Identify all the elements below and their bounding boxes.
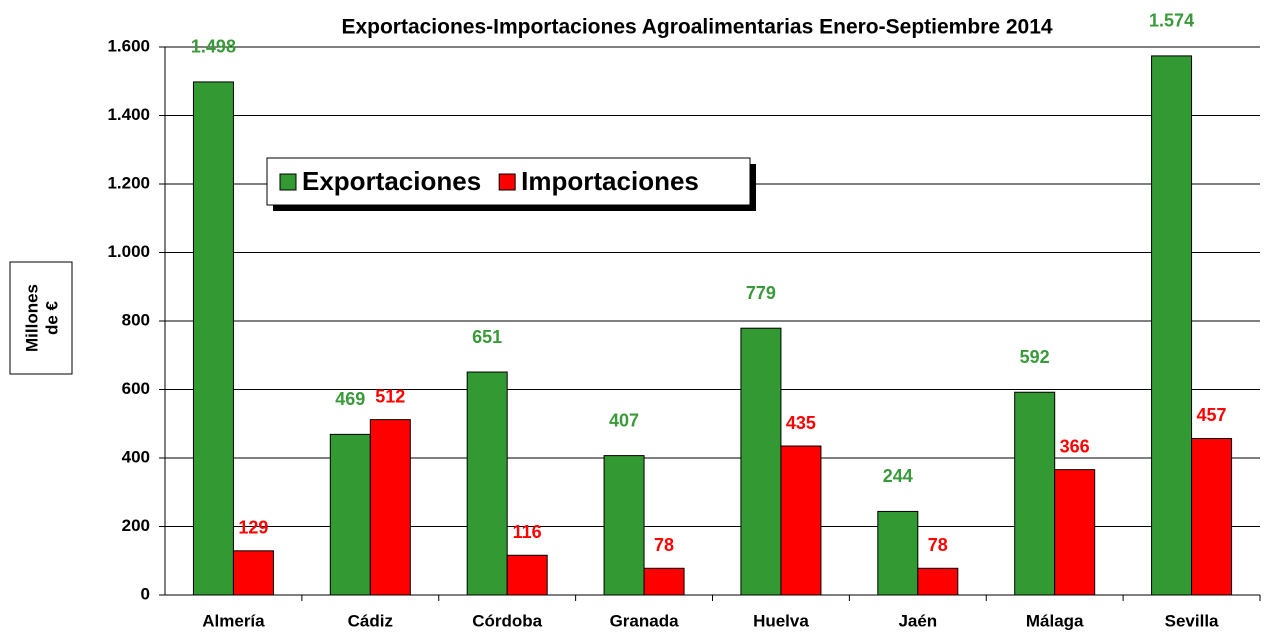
value-label: 78 [654, 535, 674, 555]
y-tick-label: 1.600 [107, 36, 150, 55]
value-label: 435 [786, 413, 816, 433]
y-tick-label: 200 [122, 516, 150, 535]
bar [232, 550, 274, 596]
legend-label: Importaciones [521, 166, 699, 196]
bar [917, 567, 959, 596]
y-tick-label: 800 [122, 310, 150, 329]
value-label: 129 [238, 518, 268, 538]
y-tick-label: 1.400 [107, 105, 150, 124]
legend-swatch [498, 173, 516, 191]
bar [740, 327, 782, 596]
x-tick-label: Huelva [753, 611, 809, 630]
bar [1191, 437, 1233, 596]
legend-label: Exportaciones [302, 166, 481, 196]
value-label: 469 [335, 389, 365, 409]
y-tick-label: 1.200 [107, 173, 150, 192]
value-label: 779 [746, 283, 776, 303]
y-tick-label: 400 [122, 447, 150, 466]
x-tick-label: Sevilla [1165, 611, 1219, 630]
y-tick-label: 600 [122, 379, 150, 398]
y-axis-label: de € [42, 300, 61, 335]
value-label: 1.498 [191, 37, 236, 57]
bar [506, 554, 548, 596]
value-label: 407 [609, 410, 639, 430]
x-tick-label: Jaén [898, 611, 937, 630]
value-label: 512 [375, 386, 405, 406]
y-axis-label: Millones [22, 284, 41, 352]
bar [877, 510, 919, 596]
value-label: 592 [1020, 347, 1050, 367]
bar [466, 371, 508, 596]
value-label: 1.574 [1149, 11, 1194, 31]
x-tick-label: Málaga [1026, 611, 1084, 630]
legend-swatch [279, 173, 297, 191]
x-tick-label: Granada [610, 611, 680, 630]
x-tick-label: Cádiz [348, 611, 393, 630]
value-label: 116 [513, 522, 542, 542]
y-tick-label: 0 [141, 584, 150, 603]
bar [1151, 55, 1193, 596]
bar [369, 419, 411, 596]
bar [329, 433, 371, 596]
bar [780, 445, 822, 596]
bar [192, 81, 234, 596]
value-label: 244 [883, 466, 913, 486]
value-label: 366 [1060, 436, 1090, 456]
bar [1014, 391, 1056, 596]
bar [603, 455, 645, 596]
value-label: 457 [1197, 405, 1227, 425]
y-label-box [9, 261, 73, 375]
x-tick-label: Almería [202, 611, 265, 630]
chart-title: Exportaciones-Importaciones Agroalimenta… [341, 16, 1052, 39]
y-tick-label: 1.000 [107, 242, 150, 261]
value-label: 651 [472, 327, 502, 347]
bar [643, 567, 685, 596]
value-label: 78 [928, 535, 948, 555]
bar [1054, 469, 1096, 596]
x-tick-label: Córdoba [472, 611, 542, 630]
